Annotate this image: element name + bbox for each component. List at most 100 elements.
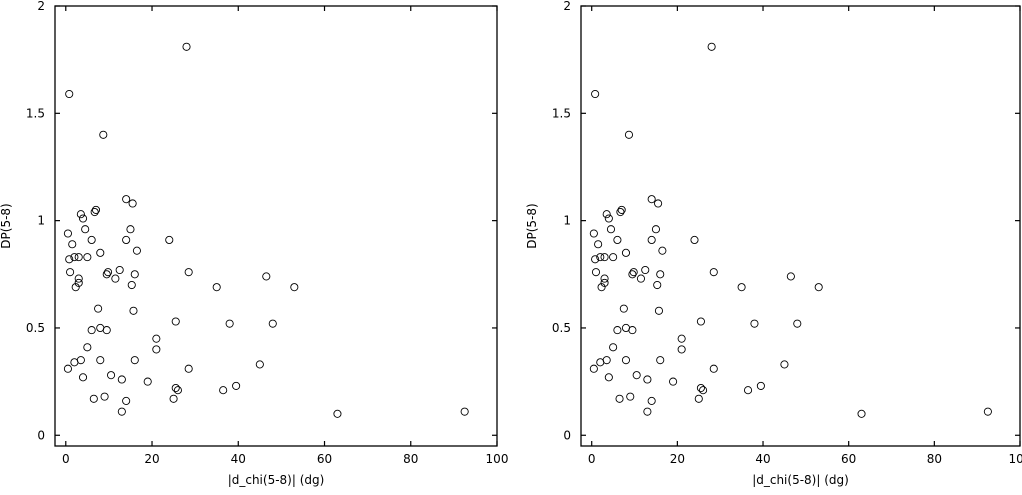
- y-tick-label: 0.5: [26, 321, 45, 335]
- data-point: [103, 268, 113, 277]
- data-point: [117, 407, 126, 416]
- y-tick-label: 2: [37, 0, 45, 13]
- data-point: [696, 317, 705, 326]
- plot-frame: [54, 5, 498, 447]
- data-point: [709, 268, 718, 277]
- data-point: [184, 268, 193, 277]
- data-point: [126, 225, 135, 234]
- data-point: [91, 205, 101, 214]
- data-point: [609, 343, 618, 352]
- data-point: [591, 255, 600, 264]
- data-point: [268, 319, 277, 328]
- data-point: [127, 280, 136, 290]
- x-tick-label: 40: [231, 452, 246, 466]
- data-point: [99, 130, 108, 139]
- x-axis-label: |d_chi(5-8)| (dg): [752, 473, 849, 487]
- data-point: [596, 253, 605, 262]
- data-point: [651, 225, 661, 234]
- data-point: [628, 326, 637, 335]
- x-tick-label: 20: [144, 452, 159, 466]
- data-point: [677, 334, 686, 343]
- data-point: [636, 274, 646, 283]
- y-tick-label: 1.5: [26, 106, 45, 120]
- data-point: [184, 364, 193, 373]
- x-tick-label: 60: [841, 452, 856, 466]
- data-point: [690, 235, 699, 245]
- data-point: [626, 392, 635, 401]
- data-point: [756, 381, 765, 390]
- data-point: [647, 195, 656, 204]
- data-point: [602, 210, 611, 219]
- data-point: [656, 270, 665, 279]
- data-point: [621, 248, 631, 257]
- data-point: [641, 265, 650, 275]
- x-tick-label: 80: [403, 452, 418, 466]
- data-point: [619, 304, 628, 313]
- data-point: [232, 381, 241, 390]
- data-point: [219, 386, 228, 395]
- data-point: [604, 373, 613, 382]
- data-point: [76, 210, 85, 219]
- chart-panel-2: 0 20 40 60 80 100 0 0.5 1 1.5 2 |d_chi(5-8)| (dg) DP…: [525, 0, 1022, 487]
- data-point: [66, 268, 75, 277]
- x-tick-label: 100: [1009, 452, 1022, 466]
- data-point: [165, 235, 174, 245]
- data-point: [173, 386, 182, 395]
- data-point: [857, 409, 866, 418]
- data-point: [102, 270, 111, 279]
- data-point: [589, 364, 598, 373]
- x-tick-label: 80: [927, 452, 942, 466]
- data-point: [591, 268, 601, 277]
- y-tick-label: 1: [37, 214, 45, 228]
- data-point: [94, 304, 103, 313]
- data-point: [743, 386, 753, 395]
- chart-panel-1: 0 20 40 60 80 100 0 0.5 1 1.5 2 |d_chi(5-8)| (dg) DP…: [0, 0, 508, 487]
- data-point: [333, 409, 342, 418]
- data-point: [152, 334, 161, 343]
- data-point: [694, 394, 703, 403]
- data-point: [182, 42, 191, 51]
- data-point: [654, 199, 663, 208]
- data-point: [609, 253, 618, 262]
- data-point: [653, 280, 662, 290]
- data-point: [78, 214, 88, 223]
- data-point: [111, 274, 120, 283]
- data-point: [750, 319, 759, 328]
- data-point: [460, 407, 469, 416]
- data-point: [632, 371, 641, 380]
- data-point: [629, 268, 638, 277]
- data-point: [83, 343, 92, 352]
- data-point: [87, 326, 96, 335]
- x-tick-label: 100: [486, 452, 509, 466]
- y-tick-label: 0: [563, 428, 571, 442]
- data-point: [130, 356, 139, 365]
- data-point: [643, 407, 652, 416]
- data-point: [143, 377, 152, 386]
- y-tick-label: 2: [563, 0, 571, 13]
- data-point: [591, 89, 600, 99]
- data-point: [115, 265, 124, 275]
- data-point: [613, 326, 622, 335]
- data-point: [814, 283, 823, 292]
- data-point: [96, 248, 105, 257]
- data-point: [65, 255, 74, 264]
- data-point: [600, 274, 609, 283]
- data-point: [255, 360, 264, 369]
- data-point: [78, 373, 88, 382]
- data-point: [74, 278, 83, 287]
- data-point: [68, 240, 77, 249]
- data-point: [83, 253, 92, 262]
- data-point: [780, 360, 789, 369]
- data-point: [656, 356, 665, 365]
- x-axis-label: |d_chi(5-8)| (dg): [228, 473, 325, 487]
- data-point: [76, 356, 85, 365]
- data-point: [647, 396, 656, 405]
- data-point: [793, 319, 802, 328]
- y-tick-label: 1: [563, 214, 571, 228]
- data-point: [647, 235, 656, 245]
- data-point: [615, 394, 624, 403]
- data-point: [262, 272, 271, 281]
- x-tick-label: 0: [62, 452, 70, 466]
- y-axis-label: DP(5-8): [525, 203, 539, 248]
